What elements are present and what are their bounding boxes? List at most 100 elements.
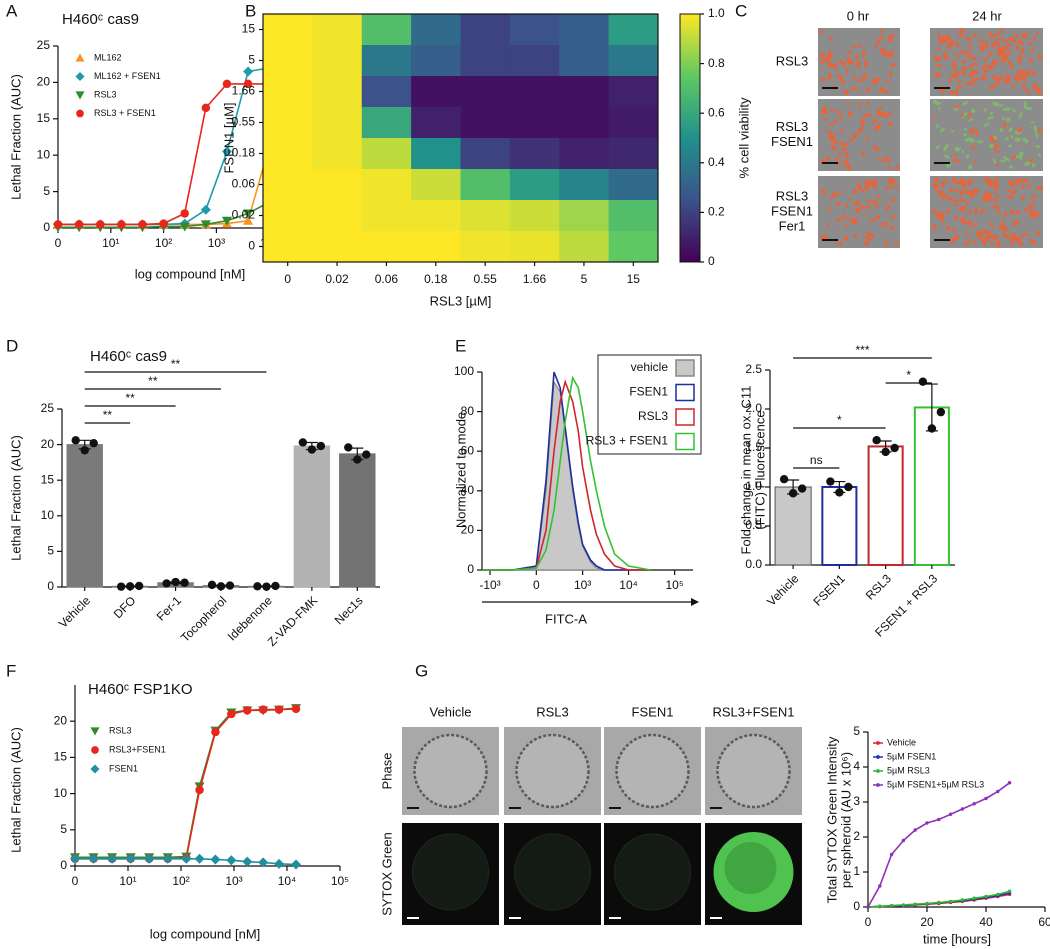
cell <box>967 113 972 118</box>
heatmap-cell <box>559 231 610 263</box>
cell <box>955 188 960 193</box>
cell <box>953 158 960 163</box>
cell <box>844 224 848 228</box>
cell <box>962 101 969 106</box>
panel-label: E <box>455 336 466 355</box>
cell <box>990 223 995 227</box>
legend-marker <box>876 755 880 759</box>
y-tick-label: 0 <box>853 899 860 913</box>
replicate-point <box>216 582 226 591</box>
cell <box>988 31 993 36</box>
heatmap-cell <box>312 107 363 139</box>
cell <box>1012 233 1017 237</box>
cell <box>884 240 889 247</box>
y-tick-label: 5 <box>60 822 67 836</box>
image-row-label: FSEN1 <box>771 134 813 149</box>
cell <box>884 78 891 84</box>
cell <box>1024 87 1028 92</box>
data-point <box>913 902 917 906</box>
image-column-label: RSL3 <box>536 704 569 719</box>
cell <box>881 89 889 94</box>
y-tick-label: 10 <box>37 147 51 161</box>
cell <box>1022 76 1027 82</box>
cell <box>990 45 995 49</box>
cell <box>841 127 844 133</box>
heatmap-cell <box>411 138 461 170</box>
cell <box>1014 75 1020 80</box>
cell <box>934 72 940 78</box>
image-row-label: FSEN1 <box>771 203 813 218</box>
y-tick-label: 40 <box>461 483 475 497</box>
cell <box>959 218 967 224</box>
cell <box>981 238 986 245</box>
cell <box>938 72 941 77</box>
cell <box>1015 45 1020 50</box>
cell <box>964 190 971 196</box>
cell <box>995 195 999 199</box>
cell <box>986 198 990 202</box>
cell <box>1027 183 1032 188</box>
data-point <box>159 219 168 228</box>
heatmap-cell <box>608 107 659 139</box>
spheroid-dim <box>514 833 591 911</box>
cell <box>941 194 947 201</box>
y-tick-label: 0 <box>43 220 50 234</box>
cell <box>1010 85 1016 90</box>
cell <box>969 224 972 228</box>
replicate-point <box>344 443 353 452</box>
x-tick-label: 10⁵ <box>665 578 683 592</box>
cell <box>888 38 893 43</box>
cell <box>862 50 866 58</box>
cell <box>968 178 973 182</box>
cell <box>1006 194 1014 199</box>
x-tick-label: RSL3 <box>863 571 894 602</box>
cell <box>980 74 987 81</box>
cell <box>877 124 882 128</box>
legend-label: 5µM RSL3 <box>887 765 930 775</box>
data-point <box>226 855 237 866</box>
cell <box>863 185 870 191</box>
cell <box>885 186 889 191</box>
legend-swatch <box>675 383 695 402</box>
cell <box>838 151 843 156</box>
colorbar <box>679 13 701 263</box>
cell <box>1032 163 1035 168</box>
cell <box>931 116 935 120</box>
cell <box>860 205 866 209</box>
cell <box>961 66 967 71</box>
data-point <box>200 204 211 215</box>
cell <box>884 156 891 163</box>
data-point <box>291 859 302 870</box>
cell <box>1024 139 1029 144</box>
y-tick-label: 20 <box>37 75 51 89</box>
x-tick-label: DFO <box>111 593 139 621</box>
cell <box>894 241 899 245</box>
cell <box>856 63 861 68</box>
cell <box>988 143 994 149</box>
cell <box>1030 121 1034 124</box>
cell <box>1014 34 1020 39</box>
replicate-point <box>797 484 807 493</box>
cell <box>876 39 882 45</box>
cell <box>856 181 862 189</box>
x-axis-label: log compound [nM] <box>135 266 246 281</box>
heatmap-cell <box>263 138 313 170</box>
cell <box>965 230 969 236</box>
data-point <box>181 853 192 864</box>
replicate-point <box>788 489 798 498</box>
cell <box>997 28 1004 35</box>
cell <box>825 155 830 161</box>
x-axis-label: RSL3 [µM] <box>430 293 492 308</box>
heatmap-cell <box>509 14 560 46</box>
replicate-point <box>362 450 371 459</box>
cell <box>835 156 839 162</box>
replicate-point <box>881 447 890 457</box>
spheroid <box>615 733 690 809</box>
cell <box>1028 69 1033 72</box>
legend-label: FSEN1 <box>109 763 138 773</box>
cell <box>866 205 871 209</box>
cell <box>953 236 957 240</box>
cell <box>880 112 885 118</box>
cell <box>875 77 880 81</box>
heatmap-cell <box>411 45 461 77</box>
